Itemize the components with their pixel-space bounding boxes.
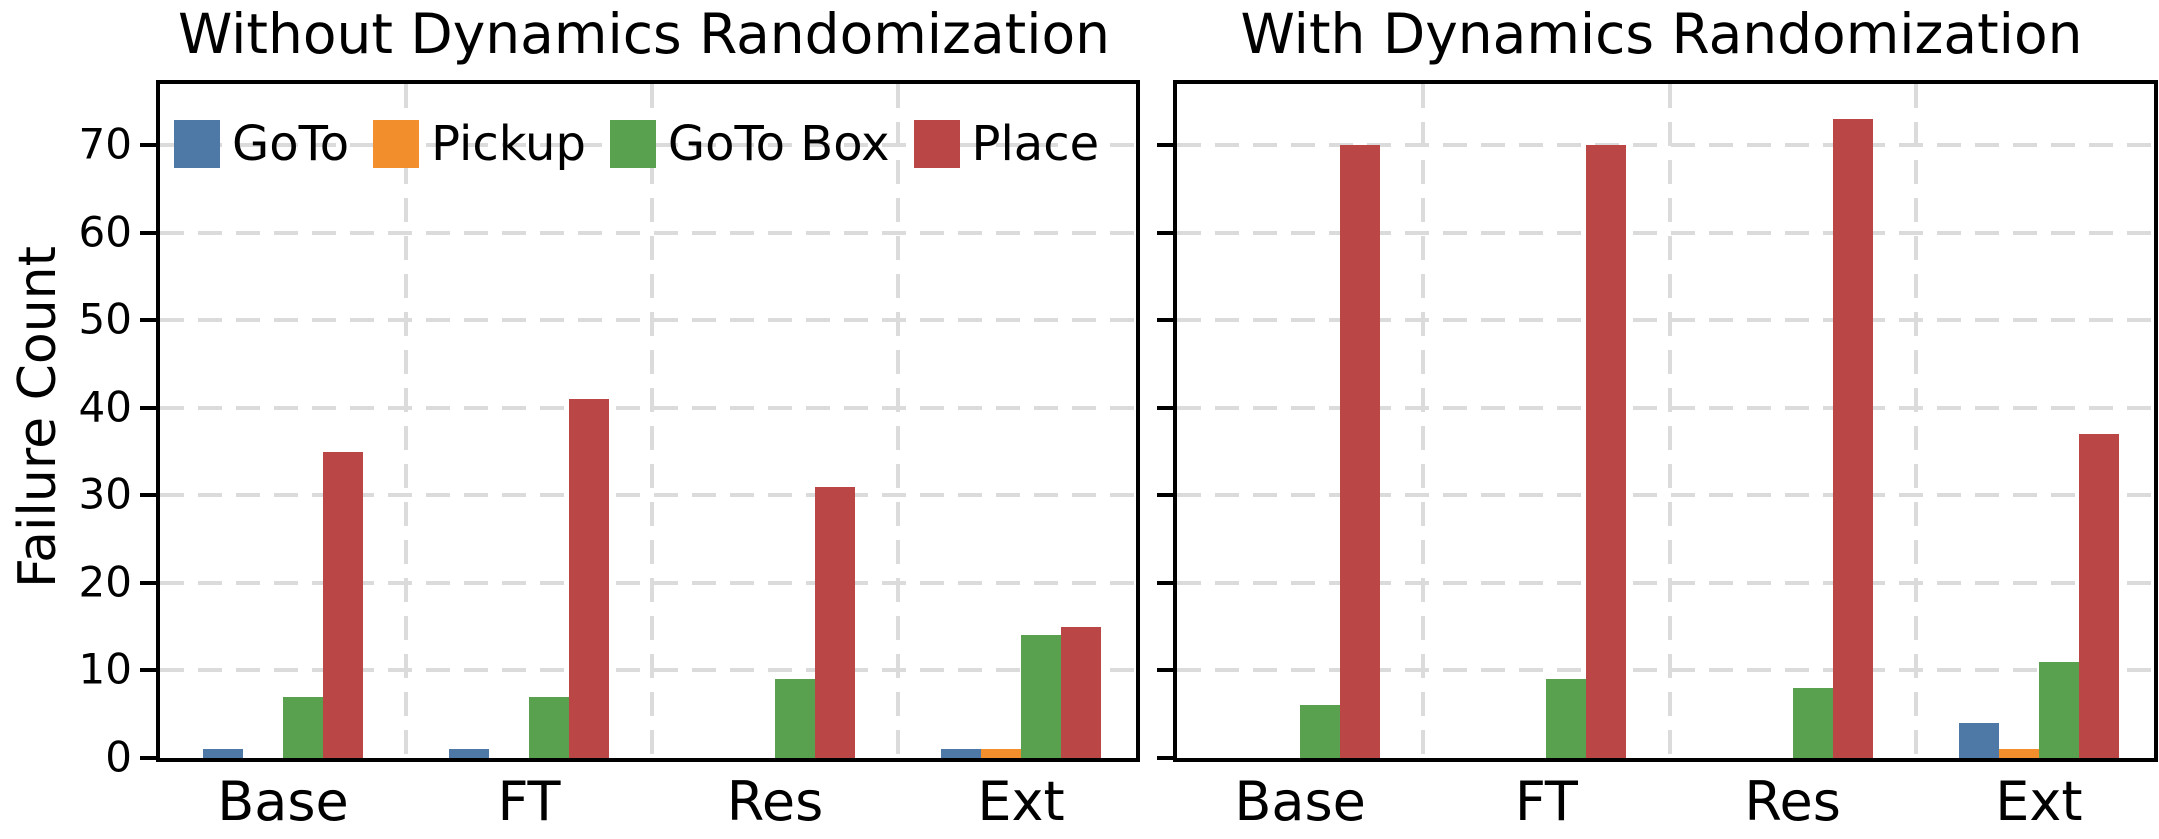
y-tick-label: 30 [78,469,132,519]
bar-place-base [323,451,363,758]
legend-item-place: Place [913,116,1100,172]
x-category-label-res: Res [1744,770,1841,833]
x-category-label-base: Base [217,770,349,833]
legend-item-pickup: Pickup [373,116,586,172]
y-tick-mark [140,580,156,585]
y-tick-mark [140,318,156,323]
legend-label: GoTo Box [667,116,890,172]
bar-goto-ft [449,749,489,758]
bar-goto-box-ext [1021,635,1061,758]
v-gridline [1913,84,1918,758]
y-tick-mark [1157,318,1173,323]
y-tick-mark [140,493,156,498]
legend: GoTo Pickup GoTo Box Place [174,116,1099,172]
y-tick-label: 10 [78,644,132,694]
h-gridline [1177,580,2154,585]
bar-goto-base [203,749,243,758]
y-tick-label: 40 [78,382,132,432]
bar-goto-box-base [1300,705,1341,758]
x-category-label-ext: Ext [1995,770,2083,833]
y-tick-mark [140,143,156,148]
legend-label: Place [971,116,1100,172]
y-tick-mark [1157,668,1173,673]
bar-place-res [815,486,855,758]
x-category-label-res: Res [726,770,824,833]
h-gridline [160,230,1136,235]
y-tick-label: 0 [105,732,132,782]
legend-label: Pickup [431,116,586,172]
bar-goto-box-res [775,679,815,758]
bar-goto-box-res [1792,687,1833,758]
legend-swatch-goto-box-icon [609,120,656,168]
v-gridline [1421,84,1426,758]
bar-place-ft [1586,145,1627,758]
left-chart-title: Without Dynamics Randomization [177,2,1111,66]
y-tick-mark [1157,756,1173,760]
y-tick-mark [140,405,156,410]
right-plot-area: Base FT Res Ext [1157,80,2158,833]
y-axis-label-text: Failure Count [8,245,68,589]
x-category-label-ext: Ext [977,770,1065,833]
legend-item-goto: GoTo [174,116,349,172]
left-plot-area: 0 10 20 30 40 50 60 70 Base FT Res Ext GoTo Pickup GoT… [79,80,1140,833]
right-chart-title: With Dynamics Randomization [1240,2,2083,66]
v-gridline [896,84,900,758]
y-tick-mark [1157,580,1173,585]
y-tick-mark [1157,230,1173,235]
legend-item-goto-box: GoTo Box [609,116,890,172]
y-tick-mark [1157,405,1173,410]
bar-goto-box-base [283,696,323,758]
y-tick-mark [140,230,156,235]
bar-place-res [1832,119,1873,758]
x-category-label-base: Base [1234,770,1366,833]
x-category-label-ft: FT [1514,770,1578,833]
y-tick-mark [1157,493,1173,498]
bar-place-base [1340,145,1381,758]
h-gridline [1177,230,2154,235]
legend-swatch-goto-icon [174,120,220,168]
bar-goto-ext [1958,723,1999,758]
legend-swatch-pickup-icon [373,120,420,168]
h-gridline [1177,493,2154,498]
y-tick-mark [140,668,156,673]
bar-place-ext [1061,626,1101,758]
v-gridline [650,84,654,758]
legend-swatch-place-icon [913,120,960,168]
bar-goto-box-ext [2038,661,2079,758]
legend-label: GoTo [232,116,350,172]
x-category-label-ft: FT [497,770,561,833]
y-tick-label: 60 [78,207,132,257]
h-gridline [160,668,1136,673]
bar-pickup-ext [981,749,1021,758]
bar-goto-box-ft [1546,679,1587,758]
y-tick-mark [1157,143,1173,148]
v-gridline [1667,84,1672,758]
y-axis-label: Failure Count [8,246,68,588]
h-gridline [160,493,1136,498]
bar-pickup-ext [1998,749,2039,758]
y-tick-label: 50 [78,294,132,344]
bar-goto-ext [941,749,981,758]
y-tick-label: 70 [78,119,132,169]
h-gridline [160,405,1136,410]
y-tick-mark [140,756,156,760]
y-tick-label: 20 [78,557,132,607]
bar-place-ext [2078,434,2119,758]
h-gridline [1177,143,2154,148]
bar-goto-box-ft [529,696,569,758]
h-gridline [1177,318,2154,323]
h-gridline [160,580,1136,585]
h-gridline [1177,668,2154,673]
h-gridline [160,318,1136,323]
v-gridline [404,84,408,758]
h-gridline [1177,405,2154,410]
bar-place-ft [569,399,609,758]
